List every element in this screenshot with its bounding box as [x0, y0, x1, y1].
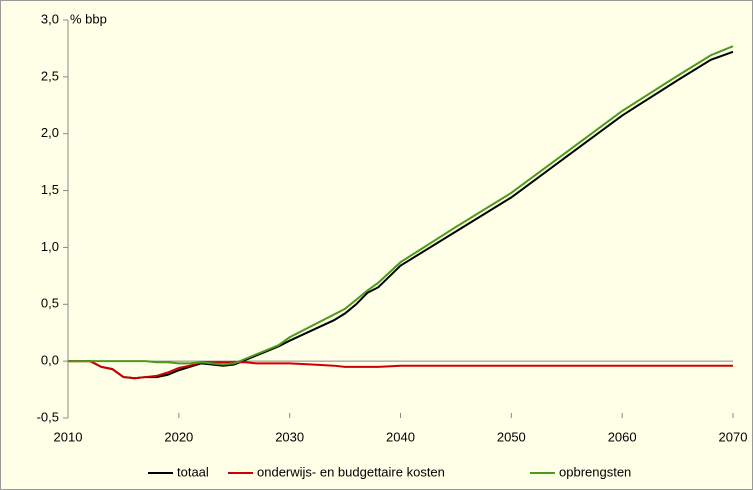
y-tick-label: 3,0 [41, 11, 59, 26]
y-tick-label: 1,0 [41, 239, 59, 254]
legend-label: opbrengsten [559, 464, 631, 479]
y-tick-label: 0,0 [41, 353, 59, 368]
x-tick-label: 2050 [497, 429, 526, 444]
y-tick-label: 1,5 [41, 182, 59, 197]
x-tick-label: 2030 [275, 429, 304, 444]
x-tick-label: 2020 [164, 429, 193, 444]
legend-label: totaal [177, 464, 209, 479]
y-tick-label: 0,5 [41, 296, 59, 311]
y-axis-label: % bbp [70, 11, 107, 26]
x-tick-label: 2060 [608, 429, 637, 444]
y-tick-label: -0,5 [37, 409, 59, 424]
series-line [68, 45, 734, 366]
x-tick-label: 2040 [386, 429, 415, 444]
x-tick-label: 2070 [719, 429, 748, 444]
legend-label: onderwijs- en budgettaire kosten [257, 464, 445, 479]
y-tick-label: 2,0 [41, 125, 59, 140]
series-line [68, 360, 733, 380]
y-tick-label: 2,5 [41, 68, 59, 83]
x-tick-label: 2010 [54, 429, 83, 444]
